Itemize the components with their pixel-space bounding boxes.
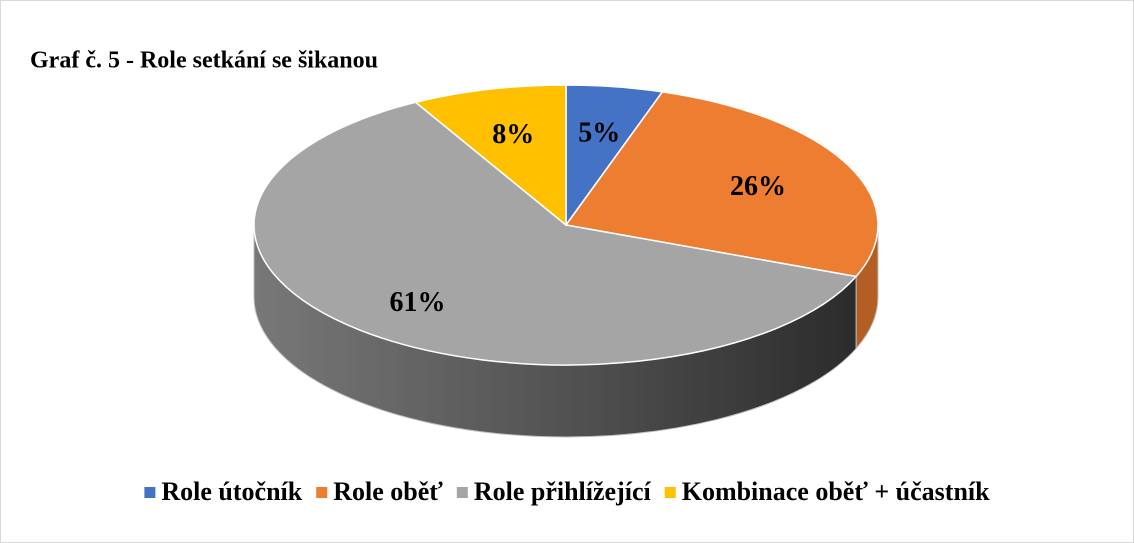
chart-title: Graf č. 5 - Role setkání se šikanou — [30, 48, 378, 74]
data-label: 8% — [492, 119, 534, 150]
legend-label: Kombinace oběť + účastník — [682, 477, 990, 506]
legend-label: Role útočník — [161, 477, 302, 506]
legend-swatch — [144, 487, 156, 498]
legend-label: Role oběť — [333, 477, 443, 506]
slice — [253, 101, 858, 366]
legend-swatch — [664, 487, 676, 498]
slice — [564, 91, 879, 278]
legend-label: Role přihlížející — [474, 477, 652, 506]
legend-swatch — [316, 487, 328, 498]
slice — [414, 84, 567, 227]
legend-swatch — [456, 487, 468, 498]
data-label: 26% — [730, 171, 786, 202]
data-label: 61% — [389, 287, 445, 318]
data-label: 5% — [578, 117, 620, 148]
